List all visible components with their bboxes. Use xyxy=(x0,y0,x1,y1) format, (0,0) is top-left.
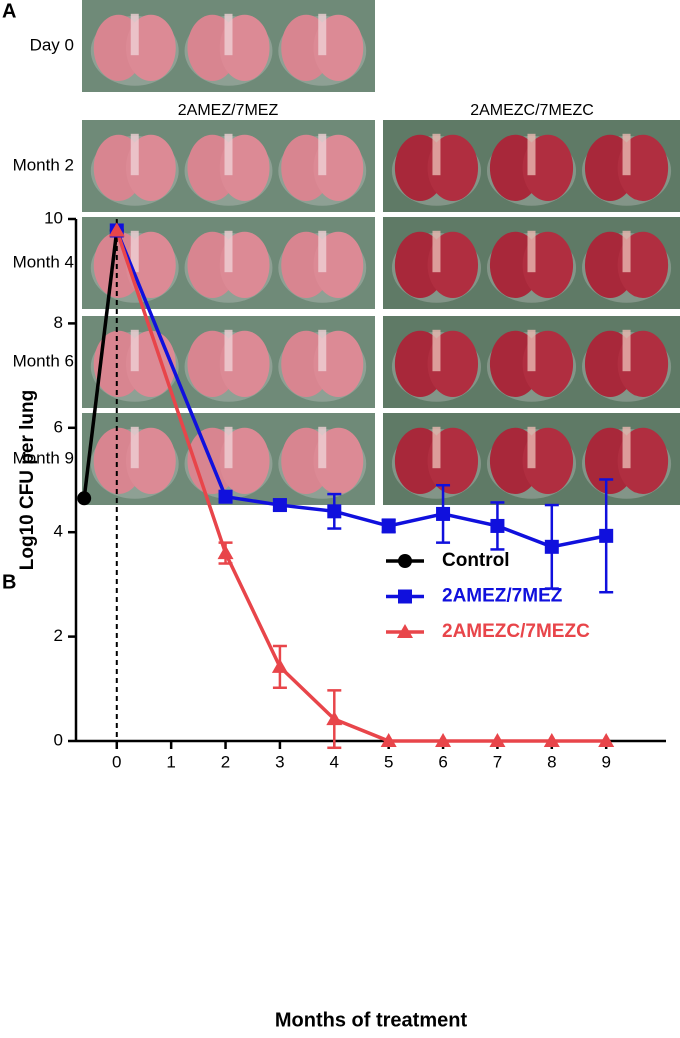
lung-photo xyxy=(383,120,680,212)
y-tick-label: 4 xyxy=(54,522,63,541)
trachea xyxy=(130,13,139,56)
trachea xyxy=(432,133,441,176)
lung-photo xyxy=(383,316,680,408)
lung-photo xyxy=(82,0,375,92)
marker xyxy=(380,733,397,747)
trachea xyxy=(318,426,327,469)
trachea xyxy=(527,426,536,469)
row-label: Month 2 xyxy=(13,155,74,174)
panel-label: B xyxy=(2,571,16,593)
legend-label: 2AMEZC/7MEZC xyxy=(442,621,590,642)
marker xyxy=(398,589,412,604)
marker xyxy=(218,489,233,504)
lung-photo xyxy=(383,217,680,309)
trachea xyxy=(130,329,139,372)
x-tick-label: 5 xyxy=(384,752,393,771)
trachea xyxy=(130,133,139,176)
x-tick-label: 6 xyxy=(438,752,447,771)
y-tick-label: 6 xyxy=(54,417,63,436)
x-tick-label: 0 xyxy=(112,752,121,771)
lung-photo xyxy=(383,413,680,505)
marker xyxy=(490,518,505,533)
trachea xyxy=(224,133,233,176)
row-label: Month 9 xyxy=(13,448,74,467)
trachea xyxy=(318,133,327,176)
marker xyxy=(489,733,506,747)
marker xyxy=(543,733,560,747)
marker xyxy=(435,733,452,747)
marker xyxy=(217,545,234,560)
trachea xyxy=(130,426,139,469)
trachea xyxy=(527,230,536,273)
trachea xyxy=(432,329,441,372)
trachea xyxy=(622,230,631,273)
marker xyxy=(326,711,343,726)
legend-label: Control xyxy=(442,550,510,571)
y-axis-label: Log10 CFU per lung xyxy=(17,390,38,571)
marker xyxy=(381,518,396,533)
y-tick-label: 10 xyxy=(44,208,63,227)
y-tick-label: 0 xyxy=(54,730,63,749)
x-tick-label: 1 xyxy=(166,752,175,771)
y-tick-label: 8 xyxy=(54,313,63,332)
trachea xyxy=(224,13,233,56)
marker xyxy=(398,554,412,568)
trachea xyxy=(432,426,441,469)
x-axis-label: Months of treatment xyxy=(275,1009,468,1031)
trachea xyxy=(527,133,536,176)
lung-photo xyxy=(82,120,375,212)
y-tick-label: 2 xyxy=(54,626,63,645)
trachea xyxy=(527,329,536,372)
marker xyxy=(77,491,92,506)
marker xyxy=(598,733,615,747)
trachea xyxy=(318,329,327,372)
x-tick-label: 4 xyxy=(330,752,339,771)
trachea xyxy=(224,230,233,273)
x-tick-label: 9 xyxy=(601,752,610,771)
trachea xyxy=(224,426,233,469)
lung-photo xyxy=(82,217,375,309)
legend-label: 2AMEZ/7MEZ xyxy=(442,586,563,607)
trachea xyxy=(622,133,631,176)
marker xyxy=(271,658,288,673)
trachea xyxy=(318,230,327,273)
row-label: Day 0 xyxy=(30,35,74,54)
trachea xyxy=(622,426,631,469)
trachea xyxy=(622,329,631,372)
column-header: 2AMEZ/7MEZ xyxy=(178,102,279,119)
x-tick-label: 8 xyxy=(547,752,556,771)
trachea xyxy=(224,329,233,372)
marker xyxy=(272,498,287,513)
series-line xyxy=(82,230,119,499)
marker xyxy=(599,528,614,543)
marker xyxy=(544,539,559,554)
marker xyxy=(397,624,413,638)
trachea xyxy=(318,13,327,56)
x-tick-label: 7 xyxy=(493,752,502,771)
marker xyxy=(108,222,125,237)
x-tick-label: 3 xyxy=(275,752,284,771)
marker xyxy=(436,506,451,521)
row-label: Month 6 xyxy=(13,351,74,370)
row-label: Month 4 xyxy=(13,252,74,271)
trachea xyxy=(130,230,139,273)
marker xyxy=(327,504,342,519)
lung-photo xyxy=(82,413,375,505)
x-tick-label: 2 xyxy=(221,752,230,771)
trachea xyxy=(432,230,441,273)
panel-label: A xyxy=(2,0,16,22)
lung-photo xyxy=(82,316,375,408)
column-header: 2AMEZC/7MEZC xyxy=(470,102,594,119)
